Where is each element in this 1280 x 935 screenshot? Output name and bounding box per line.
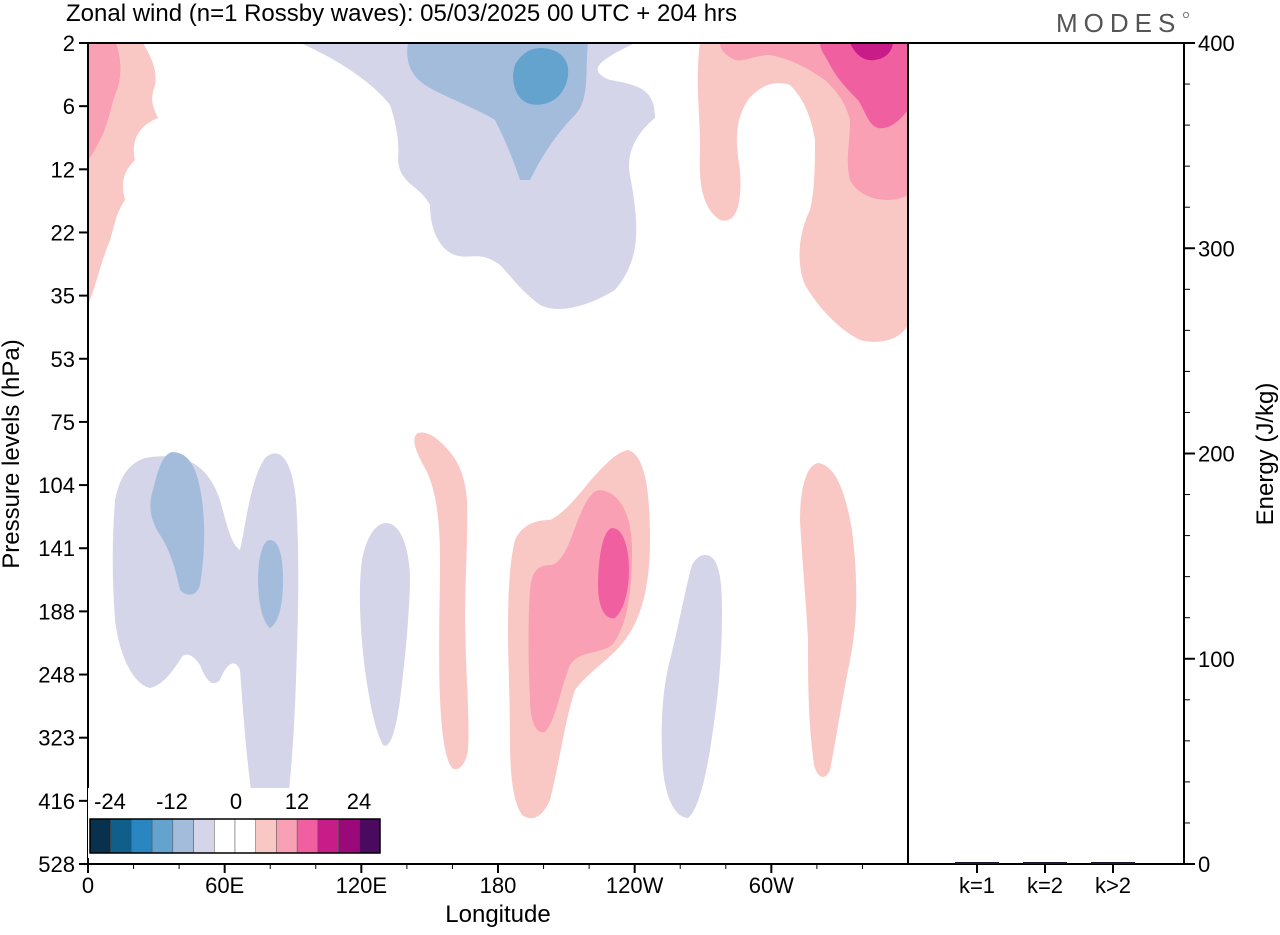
y-tick-label: 53 — [51, 347, 75, 372]
energy-bar — [1091, 862, 1135, 864]
y-tick-label: 22 — [51, 220, 75, 245]
y-tick-label: 2 — [63, 31, 75, 56]
energy-bars: k=1 k=2 k>2 — [955, 862, 1135, 898]
energy-tick-label: 200 — [1198, 442, 1235, 467]
contour-negative-lower-left — [112, 453, 299, 850]
y-axis-label: Pressure levels (hPa) — [0, 339, 25, 568]
contour-positive-right-core — [850, 43, 893, 61]
y-tick-label: 528 — [38, 852, 75, 877]
colorbar-tick-label: -24 — [94, 789, 126, 814]
y-tick-label: 416 — [38, 789, 75, 814]
chart-title: Zonal wind (n=1 Rossby waves): 05/03/202… — [66, 0, 737, 27]
energy-axis: 0 100 200 300 400 — [1184, 31, 1235, 877]
colorbar-swatch — [214, 818, 236, 854]
contour-negative-upper-core — [513, 48, 569, 105]
energy-axis-label: Energy (J/kg) — [1252, 383, 1279, 526]
colorbar-swatch — [193, 818, 215, 854]
x-tick-label: 120W — [606, 873, 664, 898]
colorbar-swatch — [276, 818, 298, 854]
energy-tick-label: 100 — [1198, 647, 1235, 672]
y-tick-label: 188 — [38, 599, 75, 624]
colorbar-swatch — [359, 818, 381, 854]
energy-category-label: k=1 — [959, 873, 995, 898]
colorbar-frame — [89, 818, 381, 854]
energy-frame — [907, 42, 1185, 865]
colorbar-swatch — [338, 818, 360, 854]
y-tick-label: 141 — [38, 536, 75, 561]
y-tick-label: 35 — [51, 284, 75, 309]
energy-bar — [955, 862, 999, 864]
contour-positive-left-mid — [88, 43, 121, 160]
colorbar-tick-label: 0 — [230, 789, 242, 814]
colorbar-tick-label: 12 — [285, 789, 309, 814]
wind-field — [88, 43, 908, 850]
energy-category-label: k>2 — [1095, 873, 1131, 898]
energy-category-label: k=2 — [1027, 873, 1063, 898]
colorbar-swatch — [110, 818, 132, 854]
colorbar-swatch — [255, 818, 277, 854]
y-tick-label: 6 — [63, 94, 75, 119]
logo-registered-mark — [1182, 11, 1190, 19]
y-axis: 2 6 12 22 35 53 75 104 141 188 248 323 416 528 — [38, 31, 88, 877]
colorbar-swatch — [151, 818, 174, 854]
colorbar-tick-label: -12 — [156, 789, 188, 814]
y-tick-label: 75 — [51, 410, 75, 435]
energy-bar — [1023, 862, 1067, 864]
y-tick-label: 323 — [38, 726, 75, 751]
contour-negative-lower-left-mid — [150, 452, 205, 595]
contour-negative-lower-left-mid2 — [258, 540, 283, 628]
x-axis-label: Longitude — [445, 901, 550, 928]
colorbar-swatch — [296, 818, 319, 854]
energy-tick-label: 300 — [1198, 236, 1235, 261]
colorbar-swatch — [131, 818, 153, 854]
x-tick-label: 120E — [336, 873, 387, 898]
contour-negative-lower-right — [661, 555, 722, 818]
contour-positive-lower-right — [800, 463, 857, 777]
contour-negative-lower-mid — [359, 522, 410, 746]
colorbar-swatch — [317, 818, 339, 854]
x-axis: 0 60E 120E 180 120W 60W — [82, 864, 863, 898]
y-tick-label: 248 — [38, 663, 75, 688]
colorbar-tick-label: 24 — [347, 789, 371, 814]
energy-tick-label: 400 — [1198, 31, 1235, 56]
contour-positive-lower-column — [414, 432, 469, 770]
y-tick-label: 104 — [38, 473, 75, 498]
x-tick-label: 60E — [205, 873, 244, 898]
y-tick-label: 12 — [51, 157, 75, 182]
colorbar-swatch — [234, 818, 256, 854]
colorbar: -24 -12 0 12 24 — [88, 788, 382, 858]
x-tick-label: 0 — [82, 873, 94, 898]
energy-tick-label: 0 — [1198, 852, 1210, 877]
x-tick-label: 60W — [749, 873, 794, 898]
contour-positive-lower-main-strong — [598, 528, 629, 619]
colorbar-swatch — [172, 818, 194, 854]
contour-positive-right-strong — [820, 43, 908, 129]
x-tick-label: 180 — [480, 873, 517, 898]
colorbar-swatch — [89, 818, 111, 854]
modes-logo: MODES — [1056, 8, 1181, 38]
